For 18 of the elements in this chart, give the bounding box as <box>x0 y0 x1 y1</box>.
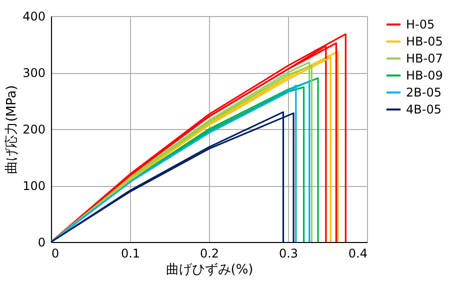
x-tick-label: 0.4 <box>348 246 368 260</box>
x-tick-label: 0.3 <box>278 246 298 260</box>
y-tick-label: 400 <box>22 10 46 24</box>
y-axis-title: 曲げ応力(MPa) <box>4 85 20 174</box>
y-tick-label: 0 <box>38 236 46 250</box>
x-axis-title: 曲げひずみ(%) <box>166 262 254 278</box>
legend-label: HB-09 <box>406 68 443 82</box>
legend-label: HB-05 <box>406 34 443 48</box>
x-tick-label: 0 <box>52 246 60 260</box>
y-tick-label: 200 <box>22 122 46 136</box>
legend-label: 2B-05 <box>406 86 442 100</box>
legend-label: 4B-05 <box>406 102 442 116</box>
y-tick-label: 100 <box>22 179 46 193</box>
legend-label: H-05 <box>406 18 435 32</box>
legend-label: HB-07 <box>406 52 443 66</box>
x-tick-label: 0.2 <box>200 246 220 260</box>
y-tick-label: 300 <box>22 66 46 80</box>
x-tick-label: 0.1 <box>120 246 140 260</box>
